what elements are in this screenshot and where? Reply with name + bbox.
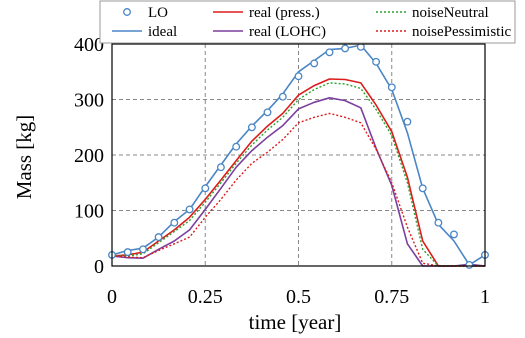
legend-item: ideal: [112, 24, 177, 40]
legend-box: [99, 0, 516, 44]
lo-point: [450, 230, 458, 239]
legend-label: LO: [148, 5, 168, 21]
lo-point: [154, 233, 163, 242]
lo-point: [403, 117, 412, 126]
legend-label: noisePessimistic: [412, 24, 512, 40]
lo-point: [325, 48, 334, 57]
lo-point: [278, 92, 287, 101]
grid: [112, 44, 485, 266]
series-layer: [108, 42, 489, 269]
plot-frame: [111, 43, 486, 267]
series-line-noisepessimistic: [111, 112, 485, 267]
lo-point: [247, 123, 256, 132]
lo-point: [310, 59, 319, 68]
lo-point: [201, 184, 210, 193]
legend-label: real (press.): [249, 5, 320, 21]
x-axis-title: time [year]: [249, 310, 342, 334]
y-tick-label: 200: [74, 145, 104, 167]
legend-item: noisePessimistic: [376, 24, 512, 40]
legend-label: noiseNeutral: [412, 5, 489, 21]
lo-point: [372, 57, 381, 66]
lo-point: [341, 44, 350, 53]
x-tick-label: 0.25: [188, 286, 223, 308]
lo-point: [139, 245, 147, 254]
lo-point: [387, 83, 396, 92]
y-tick-label: 400: [74, 34, 104, 56]
lo-point: [434, 218, 443, 227]
legend: LO real (press.) noiseNeutral ideal real (LO…: [99, 0, 516, 44]
x-tick-label: 0: [107, 286, 117, 308]
lo-point: [263, 108, 272, 117]
lo-point: [232, 142, 241, 151]
series-line-real-press: [111, 78, 485, 267]
lo-point: [294, 72, 303, 81]
tick-labels: 0 0.25 0.5 0.75 1 0 100 200 300 400: [74, 34, 490, 308]
lo-point: [170, 218, 179, 227]
x-tick-label: 0.75: [374, 286, 409, 308]
series-line-noiseneutral: [112, 82, 485, 267]
legend-label: real (LOHC): [249, 24, 326, 40]
legend-label: ideal: [148, 24, 177, 40]
y-axis-title: Mass [kg]: [12, 115, 36, 200]
lo-point: [418, 184, 427, 193]
legend-marker: [123, 8, 131, 16]
lo-point: [123, 248, 132, 257]
x-tick-label: 0.5: [286, 286, 311, 308]
legend-item: LO: [123, 5, 168, 21]
x-tick-label: 1: [480, 286, 490, 308]
legend-item: noiseNeutral: [376, 5, 489, 21]
y-tick-label: 100: [74, 201, 104, 223]
legend-item: real (press.): [213, 5, 320, 21]
legend-item: real (LOHC): [213, 24, 326, 40]
series-markers-lo: [108, 42, 489, 269]
lo-point: [216, 163, 225, 172]
y-tick-label: 0: [94, 256, 104, 278]
lo-point: [465, 260, 474, 269]
lo-point: [185, 205, 194, 214]
y-tick-label: 300: [74, 90, 104, 112]
